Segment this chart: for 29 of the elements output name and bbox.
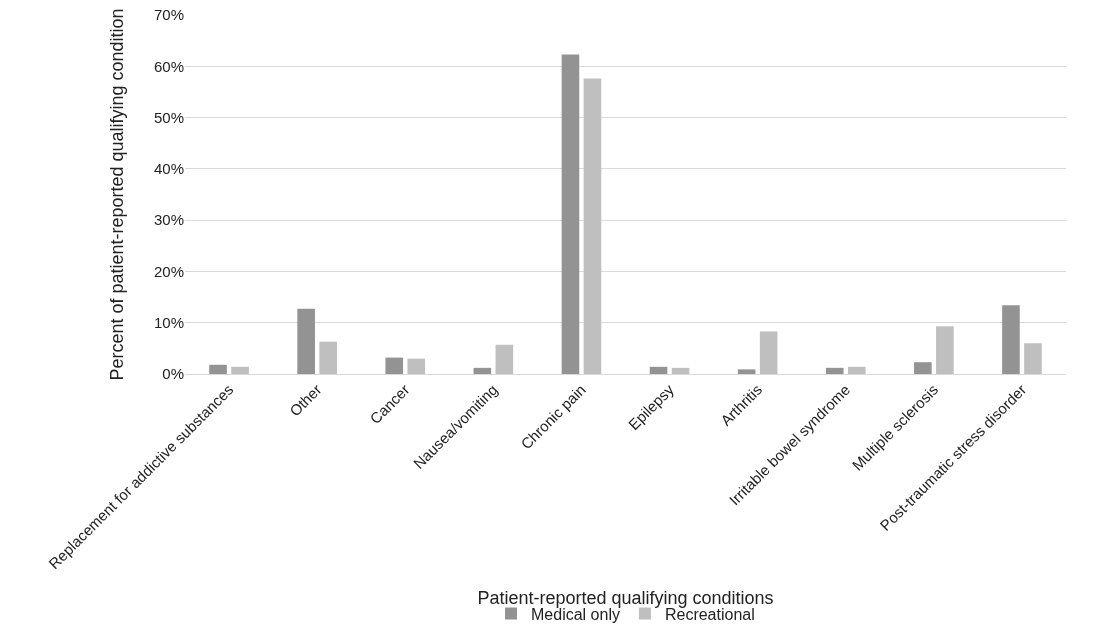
y-axis-title: Percent of patient-reported qualifying condition	[107, 8, 128, 381]
bar	[936, 326, 954, 374]
bar	[1002, 305, 1020, 374]
bar	[209, 364, 227, 374]
bar	[473, 367, 492, 374]
bar	[759, 331, 778, 374]
y-tick-label: 50%	[153, 108, 184, 126]
y-tick-label: 10%	[153, 313, 184, 331]
bar	[495, 344, 514, 374]
bar	[319, 341, 337, 374]
bar	[649, 366, 668, 374]
y-tick-label: 70%	[153, 6, 184, 24]
bar	[847, 366, 866, 374]
bar	[561, 54, 580, 374]
y-tick-label: 30%	[153, 211, 184, 229]
y-tick-label: 0%	[162, 365, 184, 383]
bar	[583, 78, 602, 374]
y-tick-label: 60%	[153, 57, 184, 75]
bar	[1024, 343, 1042, 374]
y-tick-label: 40%	[153, 160, 184, 178]
bar	[914, 362, 932, 374]
bar	[385, 357, 404, 374]
bar	[297, 308, 315, 374]
bar	[231, 366, 249, 374]
y-tick-label: 20%	[153, 262, 184, 280]
bar	[737, 369, 756, 374]
bar	[407, 358, 426, 374]
bar	[825, 367, 844, 374]
bar	[671, 367, 690, 374]
